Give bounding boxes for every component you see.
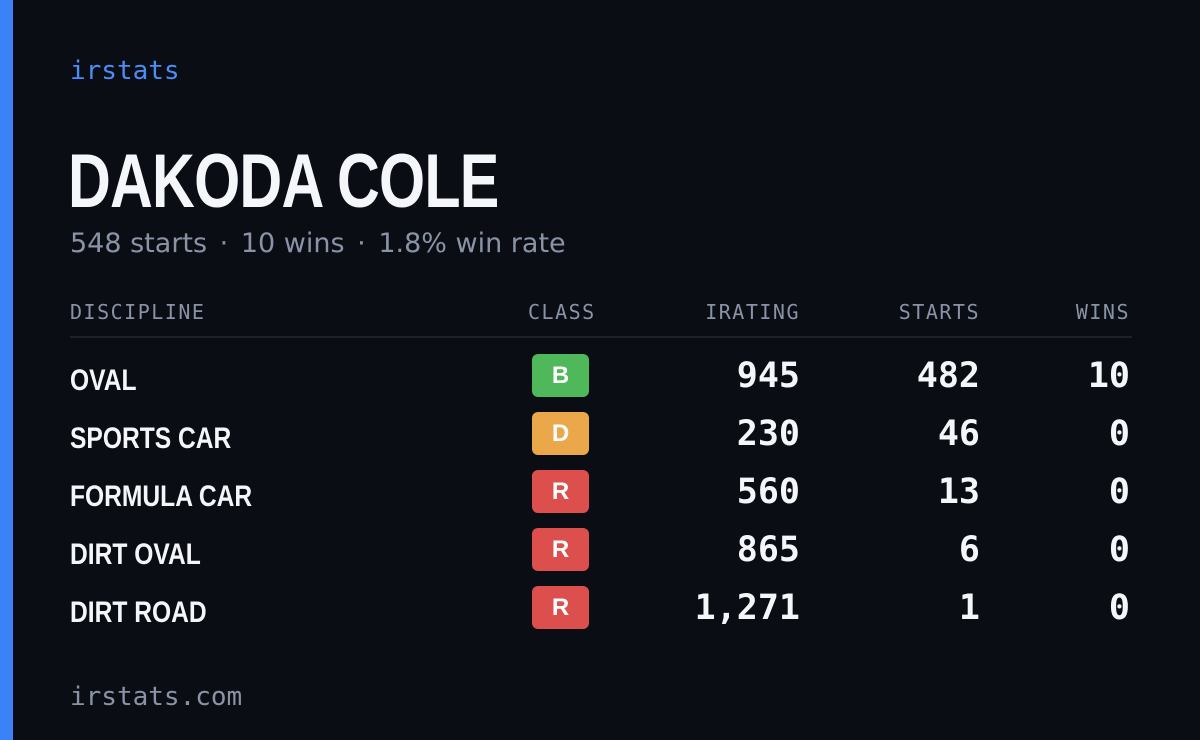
driver-summary: 548 starts · 10 wins · 1.8% win rate xyxy=(70,228,566,259)
starts-value: 1 xyxy=(958,588,980,628)
irating-value: 865 xyxy=(736,530,800,570)
irating-value: 1,271 xyxy=(694,588,800,628)
column-header-irating: IRATING xyxy=(705,300,800,324)
brand-logo[interactable]: irstats xyxy=(70,56,180,86)
column-header-class: CLASS xyxy=(528,300,596,324)
starts-value: 482 xyxy=(916,356,980,396)
class-badge: B xyxy=(532,354,589,397)
table-row: OVAL B 945 482 10 xyxy=(70,354,1132,412)
footer-url[interactable]: irstats.com xyxy=(70,682,243,712)
summary-separator: · xyxy=(219,228,229,259)
column-header-starts: STARTS xyxy=(898,300,980,324)
irating-value: 945 xyxy=(736,356,800,396)
summary-separator: · xyxy=(357,228,366,259)
accent-bar xyxy=(0,0,13,740)
starts-value: 46 xyxy=(937,414,980,454)
table-row: SPORTS CAR D 230 46 0 xyxy=(70,412,1132,470)
class-badge: R xyxy=(532,528,589,571)
discipline-name: DIRT ROAD xyxy=(70,596,207,629)
irating-value: 560 xyxy=(736,472,800,512)
table-row: DIRT ROAD R 1,271 1 0 xyxy=(70,586,1132,644)
wins-value: 0 xyxy=(1108,472,1130,512)
column-header-wins: WINS xyxy=(1075,300,1130,324)
discipline-name: FORMULA CAR xyxy=(70,480,253,513)
class-badge: D xyxy=(532,412,589,455)
column-header-discipline: DISCIPLINE xyxy=(70,300,206,324)
class-badge: R xyxy=(532,470,589,513)
driver-name: DAKODA COLE xyxy=(68,139,499,224)
wins-value: 10 xyxy=(1087,356,1130,396)
wins-value: 0 xyxy=(1108,588,1130,628)
irating-value: 230 xyxy=(736,414,800,454)
starts-summary: 548 starts xyxy=(70,228,208,259)
table-row: FORMULA CAR R 560 13 0 xyxy=(70,470,1132,528)
discipline-table: DISCIPLINE CLASS IRATING STARTS WINS OVA… xyxy=(70,298,1132,644)
class-badge: R xyxy=(532,586,589,629)
starts-value: 13 xyxy=(937,472,980,512)
wins-value: 0 xyxy=(1108,530,1130,570)
table-row: DIRT OVAL R 865 6 0 xyxy=(70,528,1132,586)
discipline-name: DIRT OVAL xyxy=(70,538,201,571)
discipline-name: OVAL xyxy=(70,364,137,397)
wins-summary: 10 wins xyxy=(240,228,345,259)
discipline-name: SPORTS CAR xyxy=(70,422,232,455)
table-body: OVAL B 945 482 10 SPORTS CAR D 230 46 0 … xyxy=(70,338,1132,644)
wins-value: 0 xyxy=(1108,414,1130,454)
win-rate-summary: 1.8% win rate xyxy=(378,228,566,259)
table-header: DISCIPLINE CLASS IRATING STARTS WINS xyxy=(70,298,1132,338)
starts-value: 6 xyxy=(958,530,980,570)
